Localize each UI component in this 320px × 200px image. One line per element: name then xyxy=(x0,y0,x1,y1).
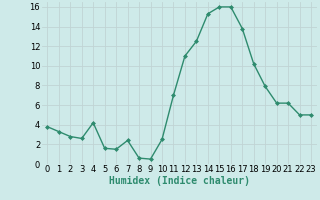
X-axis label: Humidex (Indice chaleur): Humidex (Indice chaleur) xyxy=(109,176,250,186)
